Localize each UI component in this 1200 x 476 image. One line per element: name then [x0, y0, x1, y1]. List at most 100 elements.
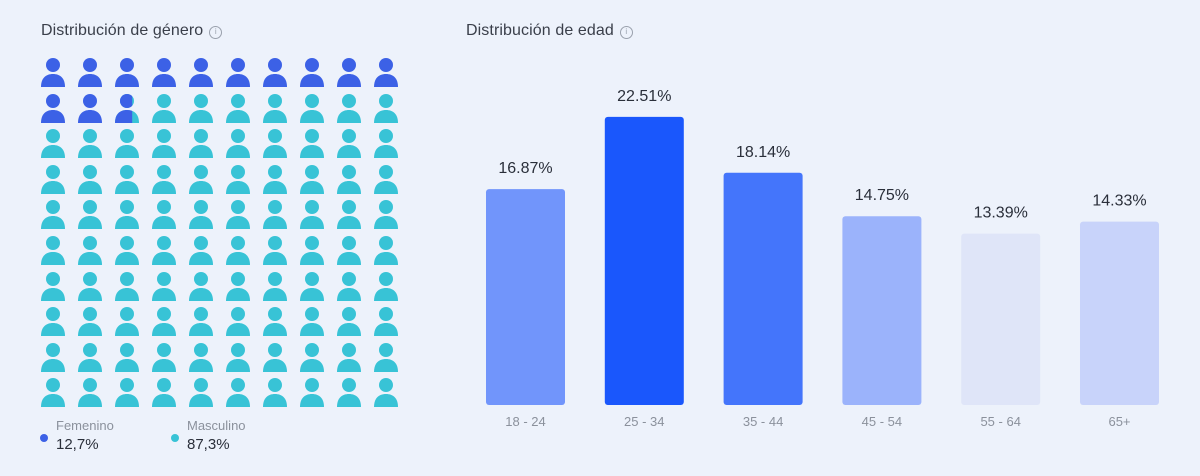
person-icon — [374, 164, 398, 194]
legend-value-femenino: 12,7% — [56, 436, 99, 453]
bar-value-label: 14.75% — [855, 187, 909, 204]
person-icon — [226, 58, 250, 87]
x-tick-label: 45 - 54 — [862, 414, 902, 429]
person-icon — [374, 93, 398, 123]
gender-pictograph — [40, 56, 402, 408]
person-icon — [78, 378, 102, 408]
person-icon — [152, 129, 176, 159]
person-icon — [152, 378, 176, 408]
person-icon — [41, 200, 65, 230]
person-icon — [115, 164, 139, 194]
person-icon — [189, 58, 213, 87]
person-icon — [374, 378, 398, 408]
person-icon — [189, 342, 213, 372]
person-icon — [78, 93, 102, 123]
person-icon — [41, 164, 65, 194]
person-icon — [78, 342, 102, 372]
person-icon — [337, 93, 361, 123]
age-bar[interactable] — [486, 189, 565, 405]
person-icon — [189, 271, 213, 301]
person-icon — [189, 378, 213, 408]
person-icon — [78, 271, 102, 301]
age-bar[interactable] — [604, 116, 684, 405]
person-icon — [263, 200, 287, 230]
info-icon[interactable]: i — [209, 25, 223, 39]
person-icon — [337, 236, 361, 265]
person-icon — [300, 307, 324, 337]
person-icon — [189, 164, 213, 194]
x-tick-label: 25 - 34 — [624, 414, 664, 429]
person-icon — [263, 271, 287, 301]
person-icon — [263, 58, 287, 87]
age-distribution-title: Distribución de edad i — [466, 22, 633, 40]
legend-dot-masculino — [171, 434, 179, 442]
bar-value-label: 13.39% — [974, 205, 1028, 222]
person-icon — [337, 378, 361, 408]
person-icon — [41, 93, 65, 123]
person-icon — [374, 129, 398, 159]
x-tick-label: 65+ — [1108, 414, 1130, 429]
person-icon — [41, 378, 65, 408]
person-icon — [337, 307, 361, 337]
person-icon — [226, 307, 250, 337]
person-icon — [78, 307, 102, 337]
person-icon — [115, 93, 139, 123]
bar-value-label: 18.14% — [736, 144, 790, 161]
person-icon — [78, 164, 102, 194]
person-icon — [226, 378, 250, 408]
person-icon — [152, 342, 176, 372]
person-icon — [78, 129, 102, 159]
gender-title-text: Distribución de género — [41, 22, 204, 39]
person-icon — [115, 378, 139, 408]
bar-value-label: 22.51% — [617, 88, 671, 105]
person-icon — [226, 271, 250, 301]
person-icon — [115, 200, 139, 230]
age-bar-chart: 16.87% 18 - 24 22.51% 25 - 34 18.14% 35 - 44 1… — [486, 88, 1159, 429]
person-icon — [226, 236, 250, 265]
person-icon — [152, 236, 176, 265]
person-icon — [374, 307, 398, 337]
person-icon — [263, 129, 287, 159]
person-icon — [226, 164, 250, 194]
age-bar[interactable] — [1080, 221, 1159, 405]
person-icon — [189, 93, 213, 123]
person-icon — [226, 200, 250, 230]
person-icon — [41, 271, 65, 301]
person-icon — [300, 164, 324, 194]
person-icon — [337, 129, 361, 159]
person-icon — [300, 342, 324, 372]
bar-value-label: 16.87% — [498, 160, 552, 177]
person-icon — [263, 236, 287, 265]
person-icon — [374, 58, 398, 87]
gender-distribution-title: Distribución de género i — [41, 22, 223, 40]
person-icon — [189, 129, 213, 159]
person-icon — [374, 271, 398, 301]
person-icon — [189, 200, 213, 230]
legend-value-masculino: 87,3% — [187, 436, 230, 453]
person-icon — [152, 307, 176, 337]
person-icon — [115, 307, 139, 337]
person-icon — [152, 200, 176, 230]
person-icon — [78, 236, 102, 265]
bar-value-label: 14.33% — [1092, 193, 1146, 210]
person-icon — [78, 58, 102, 87]
legend-label-masculino: Masculino — [187, 418, 246, 433]
legend-dot-femenino — [40, 434, 48, 442]
person-icon — [78, 200, 102, 230]
person-icon — [226, 93, 250, 123]
person-icon — [152, 164, 176, 194]
person-icon — [189, 236, 213, 265]
person-icon — [41, 236, 65, 265]
age-bar[interactable] — [842, 216, 922, 405]
age-bar[interactable] — [723, 172, 803, 405]
age-bar[interactable] — [961, 233, 1041, 405]
person-icon — [115, 129, 139, 159]
person-icon — [41, 307, 65, 337]
person-icon — [226, 129, 250, 159]
person-icon — [300, 93, 324, 123]
person-icon — [337, 164, 361, 194]
person-icon — [263, 164, 287, 194]
person-icon — [263, 378, 287, 408]
person-icon — [337, 200, 361, 230]
info-icon[interactable]: i — [619, 25, 633, 39]
